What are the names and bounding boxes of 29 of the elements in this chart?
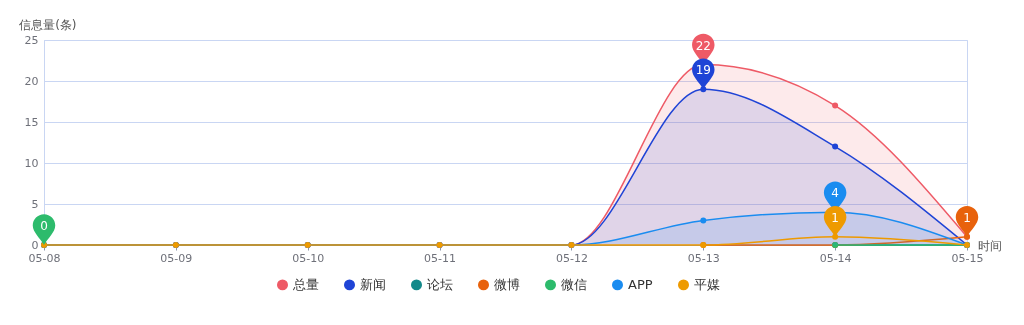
y-tick-label: 25 (24, 33, 39, 47)
data-label: 1 (963, 210, 971, 225)
y-axis-title: 信息量(条) (19, 17, 77, 32)
data-label: 1 (831, 210, 839, 225)
x-tick-label: 05-09 (160, 251, 193, 265)
x-tick-label: 05-12 (555, 251, 588, 265)
legend-label: 平媒 (694, 276, 720, 292)
legend-label: 微博 (494, 276, 520, 292)
x-tick-label: 05-08 (28, 251, 61, 265)
data-label: 0 (40, 219, 48, 233)
y-tick-label: 5 (31, 197, 39, 211)
legend-label: 微信 (561, 276, 587, 292)
legend-label: 新闻 (360, 276, 386, 292)
data-label: 19 (695, 63, 711, 78)
x-tick-label: 05-10 (292, 251, 325, 265)
y-tick-label: 20 (24, 74, 39, 88)
y-tick-label: 0 (31, 238, 39, 252)
x-tick-label: 05-13 (687, 251, 720, 265)
legend-label: 总量 (292, 276, 319, 292)
x-tick-label: 05-15 (951, 251, 984, 265)
data-label: 4 (831, 186, 839, 201)
y-tick-label: 10 (24, 156, 39, 170)
data-label: 22 (695, 38, 711, 53)
legend-label: 论坛 (427, 276, 453, 292)
x-tick-label: 05-11 (424, 251, 457, 265)
legend-label: APP (628, 276, 653, 292)
x-axis-title: 时间 (977, 238, 1002, 253)
x-tick-label: 05-14 (819, 251, 852, 265)
y-tick-label: 15 (24, 115, 39, 129)
